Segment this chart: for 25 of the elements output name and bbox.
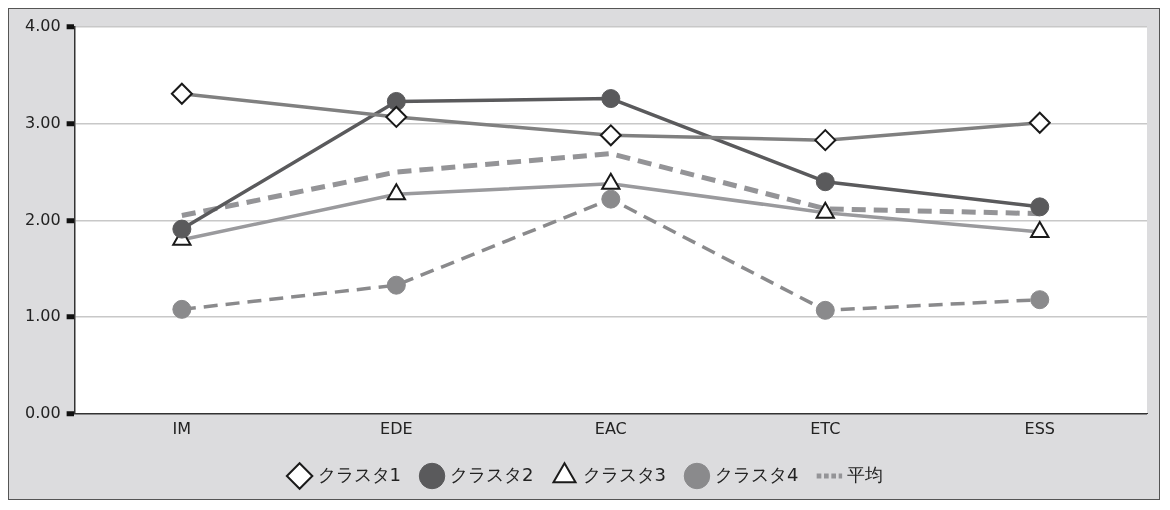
point <box>386 91 406 111</box>
legend-label: クラスタ3 <box>582 463 666 485</box>
x-tick-label: ESS <box>1024 418 1055 438</box>
point <box>172 299 192 319</box>
y-tick-label: 3.00 <box>25 112 61 132</box>
legend-label: クラスタ1 <box>317 463 402 485</box>
point <box>601 89 621 109</box>
x-tick-label: EAC <box>594 418 627 438</box>
point <box>172 219 192 239</box>
y-tick-label: 4.00 <box>25 16 61 36</box>
point <box>815 172 835 192</box>
point <box>1030 197 1050 217</box>
point <box>1030 290 1050 310</box>
y-tick-label: 1.00 <box>25 306 61 326</box>
x-tick-label: ETC <box>810 418 841 438</box>
legend-label: 平均 <box>847 463 884 485</box>
legend-label: クラスタ4 <box>714 463 799 485</box>
y-tick-label: 0.00 <box>25 402 61 422</box>
legend-label: クラスタ2 <box>450 463 534 485</box>
x-tick-label: IM <box>172 418 192 438</box>
x-tick-label: EDE <box>380 418 413 438</box>
y-tick-label: 2.00 <box>25 209 61 229</box>
point <box>386 275 406 295</box>
point <box>601 189 621 209</box>
point <box>815 300 835 320</box>
